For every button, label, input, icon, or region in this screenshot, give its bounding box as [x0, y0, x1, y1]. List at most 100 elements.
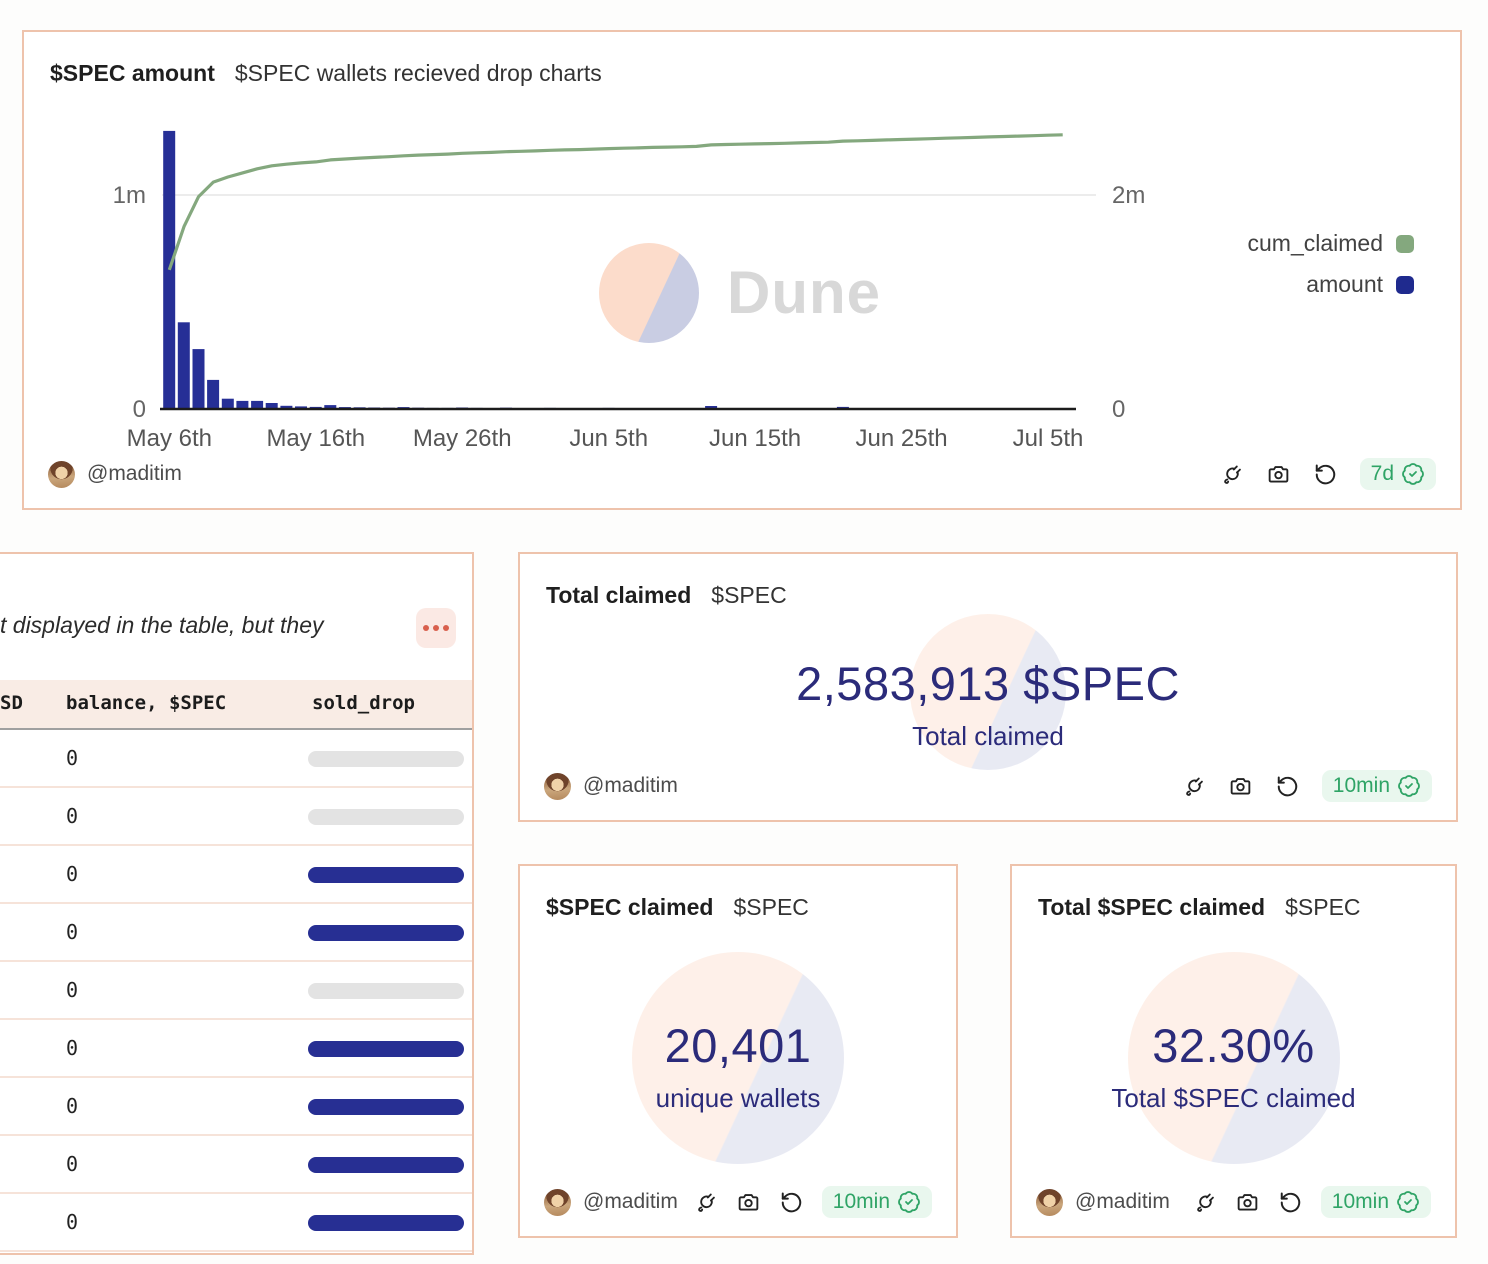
- refresh-icon[interactable]: [1313, 462, 1338, 487]
- table-row[interactable]: 0: [0, 788, 472, 846]
- table-row[interactable]: 0: [0, 1020, 472, 1078]
- avatar[interactable]: [48, 460, 75, 488]
- author[interactable]: @maditim: [48, 460, 182, 488]
- sold-drop-bar: [308, 751, 464, 767]
- balance-cell: 0: [66, 1036, 79, 1060]
- svg-text:May 16th: May 16th: [266, 425, 365, 452]
- author-name[interactable]: @maditim: [583, 774, 678, 797]
- svg-text:0: 0: [1112, 396, 1125, 423]
- refresh-interval-badge[interactable]: 10min: [1321, 770, 1432, 802]
- balance-cell: 0: [66, 1094, 79, 1118]
- avatar[interactable]: [1036, 1188, 1063, 1216]
- avatar[interactable]: [544, 1188, 571, 1216]
- refresh-interval-badge[interactable]: 7d: [1359, 458, 1436, 490]
- counter-caption: Total $SPEC claimed: [1111, 1083, 1356, 1113]
- sold-drop-bar: [308, 867, 464, 883]
- counter-caption: unique wallets: [655, 1083, 821, 1113]
- author[interactable]: @maditim: [544, 1188, 678, 1216]
- author-name[interactable]: @maditim: [87, 462, 182, 485]
- counter-value: 2,583,913 $SPEC: [796, 657, 1180, 710]
- amount-bars: [163, 130, 1069, 409]
- chart-card: $SPEC amount $SPEC wallets recieved drop…: [22, 30, 1462, 510]
- wallets-table-card: t displayed in the table, but they SD bal…: [0, 552, 474, 1255]
- table-note-text: t displayed in the table, but they: [0, 612, 324, 638]
- table-row[interactable]: 0: [0, 1078, 472, 1136]
- camera-icon[interactable]: [736, 1190, 761, 1215]
- refresh-interval-label: 10min: [832, 1190, 890, 1213]
- legend-label: cum_claimed: [1247, 230, 1384, 256]
- svg-text:May 6th: May 6th: [127, 425, 212, 452]
- refresh-icon[interactable]: [1278, 1190, 1303, 1215]
- table-row[interactable]: 0: [0, 1136, 472, 1194]
- camera-icon[interactable]: [1235, 1190, 1260, 1215]
- refresh-interval-badge[interactable]: 10min: [1320, 1186, 1431, 1218]
- sold-drop-bar: [308, 809, 464, 825]
- counter-value: 20,401: [664, 1019, 812, 1072]
- camera-icon[interactable]: [1266, 462, 1291, 487]
- refresh-interval-badge[interactable]: 10min: [821, 1186, 932, 1218]
- sold-drop-bar: [308, 1041, 464, 1057]
- percent-claimed-card: Total $SPEC claimed $SPEC 32.30% Total $…: [1010, 864, 1457, 1238]
- counter-value: 32.30%: [1152, 1019, 1315, 1072]
- table-row[interactable]: 0: [0, 846, 472, 904]
- plug-icon[interactable]: [1181, 774, 1206, 799]
- avatar[interactable]: [544, 772, 571, 800]
- balance-cell: 0: [66, 1210, 79, 1234]
- balance-cell: 0: [66, 862, 79, 886]
- chart-card-header: $SPEC amount $SPEC wallets recieved drop…: [50, 60, 602, 87]
- column-header-balance-spec[interactable]: balance, $SPEC: [66, 692, 227, 714]
- legend-swatch: [1396, 275, 1414, 294]
- balance-cell: 0: [66, 978, 79, 1002]
- table-row[interactable]: 0: [0, 962, 472, 1020]
- sold-drop-bar: [308, 1215, 464, 1231]
- legend-item-cum_claimed[interactable]: cum_claimed: [1247, 230, 1414, 257]
- author-name[interactable]: @maditim: [583, 1190, 678, 1213]
- counter-subtitle: $SPEC: [1285, 894, 1361, 920]
- unique-wallets-card: $SPEC claimed $SPEC 20,401 unique wallet…: [518, 864, 958, 1238]
- refresh-icon[interactable]: [1275, 774, 1300, 799]
- badge-check-icon: [1401, 462, 1425, 486]
- camera-icon[interactable]: [1228, 774, 1253, 799]
- refresh-interval-label: 10min: [1331, 1190, 1389, 1213]
- svg-text:Jul 5th: Jul 5th: [1013, 425, 1084, 452]
- counter-subtitle: $SPEC: [733, 894, 809, 920]
- author[interactable]: @maditim: [544, 772, 678, 800]
- plug-icon[interactable]: [693, 1190, 718, 1215]
- author[interactable]: @maditim: [1036, 1188, 1170, 1216]
- chart-title: $SPEC amount: [50, 60, 215, 86]
- ellipsis-dot: [423, 625, 429, 631]
- counter-caption: Total claimed: [912, 721, 1064, 751]
- legend-item-amount[interactable]: amount: [1306, 271, 1414, 298]
- column-header-sold-drop[interactable]: sold_drop: [312, 692, 415, 714]
- svg-text:0: 0: [133, 396, 146, 423]
- column-header-sd[interactable]: SD: [0, 692, 23, 714]
- card-menu-button[interactable]: [416, 608, 456, 648]
- legend-label: amount: [1306, 271, 1383, 297]
- plug-icon[interactable]: [1219, 462, 1244, 487]
- table-row[interactable]: 0: [0, 904, 472, 962]
- counter-title: Total claimed: [546, 582, 692, 608]
- chart-card-footer: @maditim 7d: [48, 458, 1436, 490]
- badge-check-icon: [897, 1190, 921, 1214]
- cum-claimed-line: [167, 133, 1063, 271]
- sold-drop-bar: [308, 983, 464, 999]
- sold-drop-bar: [308, 1099, 464, 1115]
- sold-drop-bar: [308, 1157, 464, 1173]
- balance-cell: 0: [66, 920, 79, 944]
- balance-cell: 0: [66, 1152, 79, 1176]
- plug-icon[interactable]: [1192, 1190, 1217, 1215]
- table-row[interactable]: 0: [0, 1194, 472, 1252]
- sold-drop-bar: [308, 925, 464, 941]
- refresh-icon[interactable]: [779, 1190, 804, 1215]
- author-name[interactable]: @maditim: [1075, 1190, 1170, 1213]
- svg-text:2m: 2m: [1112, 182, 1145, 209]
- table-row[interactable]: 0: [0, 730, 472, 788]
- badge-check-icon: [1396, 1190, 1420, 1214]
- balance-cell: 0: [66, 804, 79, 828]
- ellipsis-dot: [433, 625, 439, 631]
- refresh-interval-label: 10min: [1332, 774, 1390, 797]
- svg-text:May 26th: May 26th: [413, 425, 512, 452]
- counter-title: Total $SPEC claimed: [1038, 894, 1266, 920]
- svg-text:Jun 15th: Jun 15th: [709, 425, 801, 452]
